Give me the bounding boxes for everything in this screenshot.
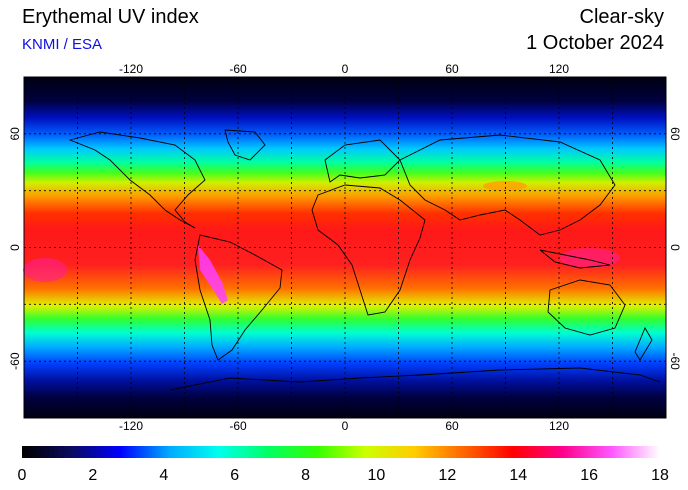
latitude-labels-right: 60 0 -60 [668,127,682,370]
africa-coast [311,184,426,316]
tibet-high-uv [483,181,527,191]
longitude-labels-bottom: -120 -60 0 60 120 [119,419,569,430]
map-date: 1 October 2024 [526,32,664,54]
new-zealand-coast [634,326,653,361]
longitude-tick-label: 120 [549,62,569,76]
latitude-tick-label: 0 [8,244,22,251]
map-title: Erythemal UV index [22,6,199,28]
colorbar-tick-label: 8 [301,467,310,484]
longitude-tick-label: 0 [342,62,349,76]
colorbar-tick-label: 10 [368,467,386,484]
longitude-labels-top: -120 -60 0 60 120 [119,62,569,76]
longitude-tick-label: -60 [229,62,247,76]
longitude-tick-label: 120 [549,419,569,430]
colorbar-tick-label: 14 [509,467,527,484]
map-frame [23,76,667,419]
longitude-tick-label: -120 [119,62,143,76]
latitude-tick-label: -60 [8,352,22,370]
australia-coast [547,279,626,336]
longitude-tick-label: 60 [445,419,459,430]
sky-condition-label: Clear-sky [579,6,664,28]
latitude-tick-label: 0 [668,244,682,251]
latitude-tick-label: 60 [8,127,22,141]
south-america-coast [194,234,283,361]
longitude-tick-label: -60 [229,419,247,430]
uv-index-map: -120 -60 0 60 120 -120 -60 0 60 120 60 0 -60 60 0 -6… [8,62,682,430]
colorbar-tick-labels: 0 2 4 6 8 10 12 14 16 18 [18,467,669,484]
coastlines [68,129,661,391]
latitude-tick-label: 60 [668,127,682,141]
longitude-tick-label: 0 [342,419,349,430]
colorbar-tick-label: 2 [88,467,97,484]
greenland-coast [224,129,266,161]
colorbar-tick-label: 0 [18,467,27,484]
latitude-tick-label: -60 [668,352,682,370]
andes-high-uv [198,245,228,304]
graticule [24,77,666,418]
indonesia-coast [539,249,611,269]
pacific-high-uv [23,258,67,282]
source-credit: KNMI / ESA [22,36,103,53]
indonesia-high-uv [560,248,620,268]
europe-coast [324,139,401,183]
uv-colorbar: 0 2 4 6 8 10 12 14 16 18 [18,446,669,484]
north-america-coast [68,131,206,229]
colorbar-tick-label: 12 [438,467,456,484]
longitude-tick-label: 60 [445,62,459,76]
colorbar-tick-label: 6 [230,467,239,484]
latitude-labels-left: 60 0 -60 [8,127,22,370]
colorbar-tick-label: 16 [580,467,598,484]
antarctica-coast [169,367,661,391]
longitude-tick-label: -120 [119,419,143,430]
colorbar-tick-label: 4 [159,467,168,484]
colorbar-tick-label: 18 [651,467,669,484]
colorbar-gradient [22,446,660,458]
asia-coast [399,134,616,236]
